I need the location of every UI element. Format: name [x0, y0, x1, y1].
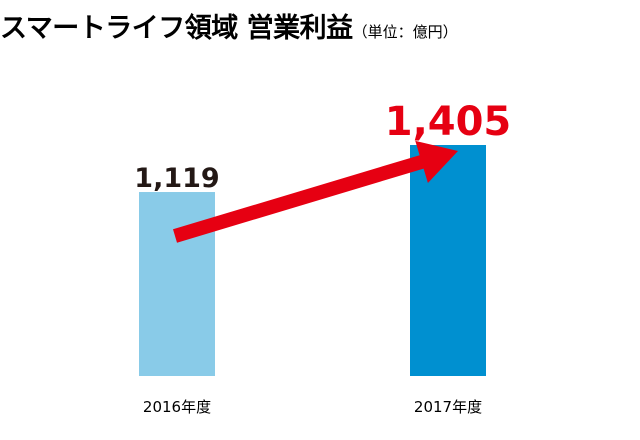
growth-arrow: [173, 140, 458, 243]
data-label-2017年度: 1,405: [385, 99, 512, 145]
x-tick-label-2016年度: 2016年度: [143, 398, 211, 416]
bar-2016年度: [139, 192, 215, 376]
chart-title-main: スマートライフ領域 営業利益: [0, 13, 353, 44]
data-label-2016年度: 1,119: [134, 163, 219, 194]
bar-2017年度: [410, 145, 486, 376]
x-tick-label-2017年度: 2017年度: [414, 398, 482, 416]
chart-title-unit: （単位：億円）: [352, 23, 458, 41]
chart-title: スマートライフ領域 営業利益（単位：億円）: [0, 6, 458, 45]
